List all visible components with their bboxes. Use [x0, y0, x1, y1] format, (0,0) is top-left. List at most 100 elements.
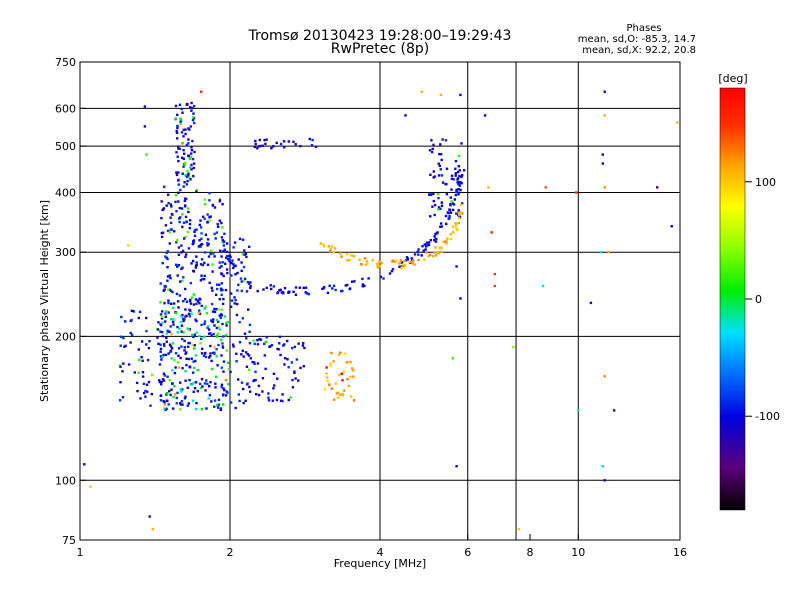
data-point: [185, 314, 188, 317]
data-point: [429, 253, 432, 257]
data-point: [458, 184, 461, 187]
colorbar: [719, 87, 746, 511]
data-point: [199, 226, 203, 229]
data-point: [195, 255, 198, 258]
data-point: [145, 329, 148, 333]
data-point: [440, 225, 443, 228]
data-point: [189, 155, 193, 158]
data-point: [293, 345, 297, 349]
data-point: [211, 320, 214, 324]
y-tick-label: 600: [55, 102, 76, 115]
data-point: [160, 383, 163, 386]
data-point: [232, 263, 235, 266]
data-point: [338, 373, 341, 377]
data-point: [328, 383, 331, 386]
data-point: [186, 230, 190, 234]
data-point: [148, 340, 151, 343]
data-point: [191, 371, 195, 374]
data-point: [204, 389, 207, 392]
data-point: [193, 333, 196, 336]
data-point: [420, 90, 423, 93]
data-point: [160, 235, 164, 239]
data-point: [230, 261, 233, 265]
data-point: [279, 142, 283, 146]
data-point: [147, 346, 151, 350]
data-point: [184, 253, 188, 256]
data-point: [344, 352, 347, 355]
data-point: [213, 405, 216, 408]
data-point: [460, 142, 463, 145]
data-point: [432, 170, 435, 173]
data-point: [279, 353, 282, 357]
data-point: [220, 314, 223, 317]
data-point: [200, 323, 203, 327]
data-point: [203, 307, 207, 310]
data-point: [292, 290, 295, 293]
data-point: [599, 251, 603, 254]
data-point: [352, 254, 355, 258]
data-point: [173, 230, 176, 233]
data-point: [461, 174, 464, 177]
data-point: [194, 354, 198, 357]
data-point: [225, 349, 228, 352]
data-point: [214, 382, 217, 385]
data-point: [181, 249, 185, 253]
data-point: [336, 391, 339, 394]
data-point: [177, 253, 181, 256]
data-point: [241, 238, 245, 241]
data-point: [162, 353, 165, 357]
data-point: [208, 199, 211, 202]
data-point: [459, 93, 462, 97]
data-point: [199, 279, 203, 282]
data-point: [204, 233, 208, 236]
data-point: [217, 320, 220, 323]
data-point: [410, 257, 413, 260]
data-point: [332, 284, 336, 287]
data-point: [203, 198, 206, 201]
data-point: [201, 385, 204, 388]
data-point: [160, 317, 164, 320]
data-point: [294, 293, 298, 296]
data-point: [433, 239, 436, 242]
data-point: [214, 386, 217, 389]
data-point: [176, 137, 179, 140]
data-point: [229, 370, 232, 374]
data-point: [245, 337, 248, 340]
data-point: [276, 291, 279, 295]
data-point: [165, 251, 168, 254]
data-point: [332, 398, 336, 401]
data-point: [164, 312, 167, 315]
chart-subtitle: RwPretec (8p): [331, 41, 429, 57]
data-point: [187, 247, 191, 250]
data-point: [431, 255, 435, 258]
data-point: [263, 354, 266, 357]
data-point: [224, 334, 228, 337]
data-point: [253, 145, 256, 149]
data-point: [174, 117, 177, 120]
data-point: [165, 312, 168, 315]
data-point: [181, 314, 184, 317]
data-point: [450, 188, 453, 191]
data-point: [210, 400, 213, 403]
data-point: [231, 259, 234, 262]
data-point: [429, 239, 432, 242]
data-point: [166, 193, 170, 196]
data-point: [232, 266, 235, 270]
data-point: [199, 90, 203, 93]
data-point: [349, 375, 352, 378]
data-point: [670, 225, 673, 228]
data-point: [236, 302, 239, 306]
data-point: [161, 355, 164, 359]
data-point: [351, 367, 354, 370]
data-point: [177, 306, 180, 309]
data-point: [192, 162, 196, 165]
data-point: [205, 407, 208, 410]
data-point: [400, 266, 404, 269]
data-point: [432, 143, 435, 147]
data-point: [226, 320, 229, 324]
data-point: [282, 292, 285, 295]
data-point: [428, 149, 432, 152]
data-point: [603, 186, 606, 189]
data-point: [193, 234, 197, 237]
data-point: [83, 463, 86, 466]
